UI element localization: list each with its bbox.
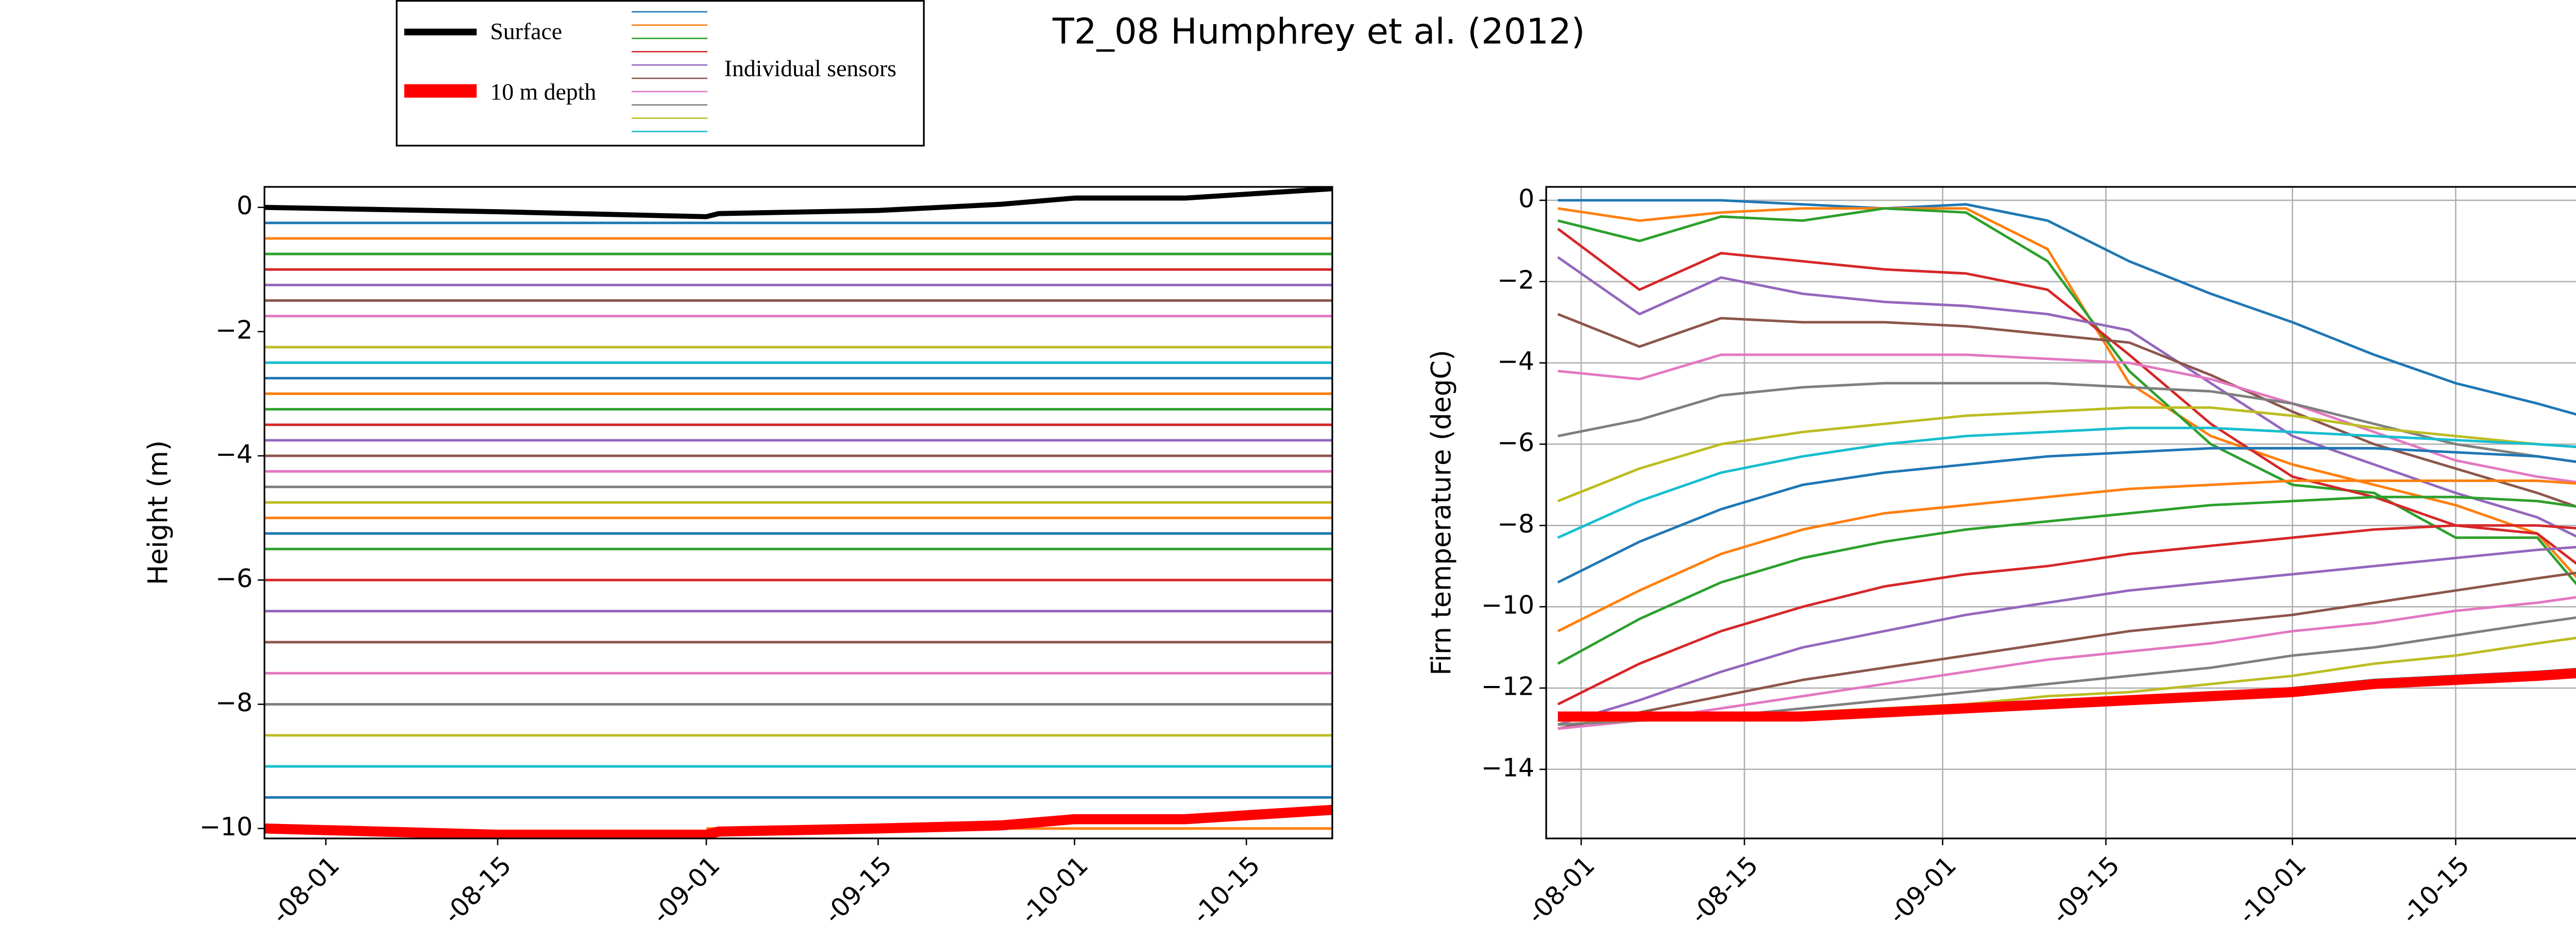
series-line	[1557, 668, 2576, 722]
y-axis-label: Height (m)	[143, 440, 174, 585]
y-tick-label: −10	[1481, 590, 1534, 620]
axes: 0−2−4−6−8−10−12−14-08-01 -08-15 -09-01 -09-…	[1426, 183, 2576, 927]
legend-label: 10 m depth	[490, 79, 596, 105]
y-tick-label: −12	[1481, 672, 1534, 701]
y-tick-label: −14	[1481, 752, 1534, 782]
series-line	[1557, 479, 2576, 632]
y-tick-label: −6	[1497, 427, 1534, 457]
y-tick-label: 0	[1518, 183, 1534, 213]
legend-label: Surface	[490, 18, 562, 44]
series-line	[1557, 256, 2576, 538]
y-tick-label: −6	[215, 563, 252, 593]
y-tick-label: −8	[215, 688, 252, 717]
series-line	[1557, 313, 2576, 508]
legend: Surface 10 m depth Individual sensors	[396, 0, 925, 147]
series-line	[1557, 406, 2576, 503]
series-line	[1557, 199, 2576, 416]
y-tick-label: 0	[236, 191, 252, 220]
series-line	[1557, 524, 2576, 706]
y-tick-label: −2	[1497, 265, 1534, 295]
legend-label: Individual sensors	[724, 55, 896, 81]
axes-frame	[263, 186, 1333, 839]
series-line	[1557, 207, 2576, 586]
y-tick-label: −4	[215, 439, 252, 469]
y-tick-label: −2	[215, 315, 252, 345]
series-line	[1557, 353, 2576, 484]
plot-area	[264, 186, 1332, 839]
y-tick-label: −8	[1497, 509, 1534, 539]
y-tick-label: −10	[199, 812, 252, 842]
series-line	[264, 186, 1332, 219]
series-line	[1557, 426, 2576, 539]
series-line	[1557, 382, 2576, 464]
figure-title: T2_08 Humphrey et al. (2012)	[1052, 11, 1585, 52]
axes-frame	[1545, 186, 2576, 839]
plot-area	[1557, 199, 2576, 730]
series-line	[1557, 447, 2576, 584]
series-line	[1557, 495, 2576, 665]
series-line	[1557, 596, 2576, 730]
series-line	[264, 804, 1332, 839]
y-axis-label: Firn temperature (degC)	[1426, 350, 1458, 675]
y-tick-label: −4	[1497, 346, 1534, 376]
series-line	[1557, 571, 2576, 730]
series-line	[1557, 545, 2576, 726]
